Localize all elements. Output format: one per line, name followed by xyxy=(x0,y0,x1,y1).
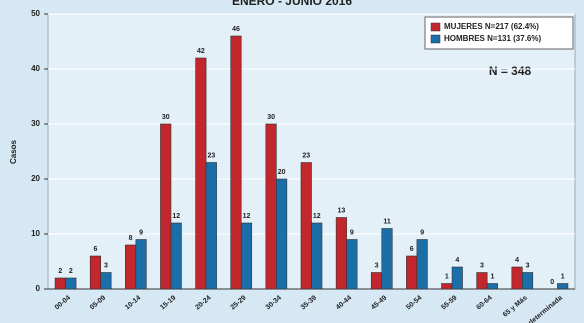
bar xyxy=(476,272,488,290)
value-label: 30 xyxy=(267,114,275,121)
value-label: 9 xyxy=(350,229,354,236)
x-tick-label: 50-54 xyxy=(405,295,423,312)
value-label: 3 xyxy=(480,262,484,269)
x-tick-label: 10-14 xyxy=(124,295,142,312)
value-label: 3 xyxy=(375,262,379,269)
x-tick-label: 05-09 xyxy=(89,295,107,312)
y-axis-label: Casos xyxy=(9,139,18,164)
bar xyxy=(170,222,182,290)
x-tick-label: 60-64 xyxy=(475,295,493,312)
legend-label: MUJERES N=217 (62.4%) xyxy=(444,22,539,31)
value-label: 23 xyxy=(302,152,310,159)
value-label: 1 xyxy=(445,273,449,280)
value-label: 12 xyxy=(313,213,321,220)
bar xyxy=(300,162,312,290)
bar xyxy=(89,255,101,290)
value-label: 2 xyxy=(69,268,73,275)
bar xyxy=(557,283,569,290)
x-tick-label: 30-34 xyxy=(265,295,283,312)
bar xyxy=(205,162,217,290)
value-label: 20 xyxy=(278,169,286,176)
value-label: 3 xyxy=(526,262,530,269)
y-tick-label: 40 xyxy=(31,64,40,73)
value-label: 4 xyxy=(455,257,459,264)
annotation: N = 348 xyxy=(489,64,532,78)
bar xyxy=(65,277,77,290)
bar xyxy=(381,228,393,290)
legend-swatch xyxy=(430,22,441,32)
bar xyxy=(521,272,534,290)
bar xyxy=(346,239,358,290)
legend-swatch xyxy=(430,34,441,44)
bar xyxy=(125,244,137,290)
value-label: 9 xyxy=(139,229,143,236)
bar xyxy=(406,255,418,290)
value-label: 12 xyxy=(172,213,180,220)
y-tick-label: 10 xyxy=(31,229,40,238)
value-label: 42 xyxy=(197,48,205,55)
bar xyxy=(230,35,242,290)
bar xyxy=(335,217,347,290)
x-tick-label: 45-49 xyxy=(370,295,388,312)
bar xyxy=(511,266,523,290)
bar xyxy=(486,283,498,290)
value-label: 2 xyxy=(58,268,62,275)
value-label: 13 xyxy=(337,207,345,214)
value-label: 23 xyxy=(207,152,215,159)
legend-label: HOMBRES N=131 (37.6%) xyxy=(444,34,541,43)
value-label: 12 xyxy=(243,213,251,220)
bar xyxy=(441,283,453,290)
y-tick-label: 50 xyxy=(31,9,40,18)
bar xyxy=(370,272,383,290)
value-label: 9 xyxy=(420,229,424,236)
legend xyxy=(424,16,574,50)
x-tick-label: 40-44 xyxy=(335,295,353,312)
bar xyxy=(100,272,112,290)
y-tick-label: 30 xyxy=(31,119,40,128)
value-label: 1 xyxy=(561,273,565,280)
x-tick-label: 15-19 xyxy=(159,295,177,312)
chart-title: ENERO - JUNIO 2016 xyxy=(232,0,352,8)
x-tick-label: 35-39 xyxy=(300,295,318,312)
value-label: 1 xyxy=(490,273,494,280)
bar xyxy=(240,222,253,290)
bar xyxy=(311,222,323,290)
value-label: 6 xyxy=(410,246,414,253)
x-tick-label: 55-59 xyxy=(440,295,458,312)
value-label: 3 xyxy=(104,262,108,269)
bar xyxy=(276,178,288,290)
bar xyxy=(451,266,463,290)
bar xyxy=(265,123,277,290)
y-tick-label: 0 xyxy=(36,284,41,293)
value-label: 6 xyxy=(93,246,97,253)
y-tick-label: 20 xyxy=(31,174,40,183)
bar xyxy=(195,57,207,290)
x-tick-label: 25-29 xyxy=(229,295,247,312)
value-label: 4 xyxy=(515,257,519,264)
x-tick-label: 00-04 xyxy=(54,295,72,312)
x-tick-label: 20-24 xyxy=(194,295,212,312)
x-tick-label: Indeterminada xyxy=(523,295,564,323)
x-tick-label: 65 y Más xyxy=(502,295,529,319)
value-label: 46 xyxy=(232,26,240,33)
value-label: 30 xyxy=(162,114,170,121)
bar xyxy=(135,239,147,290)
value-label: 11 xyxy=(383,218,391,225)
bar xyxy=(160,123,172,290)
value-label: 8 xyxy=(129,235,133,242)
bar xyxy=(416,239,428,290)
value-label: 0 xyxy=(550,279,554,286)
bar xyxy=(54,277,66,290)
